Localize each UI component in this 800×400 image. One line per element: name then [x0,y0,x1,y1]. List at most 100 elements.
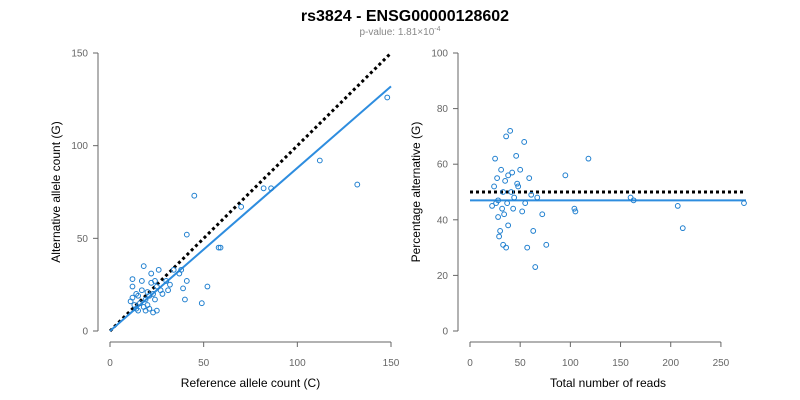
data-point [159,291,166,297]
subtitle-exponent: -4 [434,26,440,33]
data-point [152,296,158,303]
data-point [384,94,391,101]
data-point [498,166,505,173]
y-tick-label: 40 [437,215,449,226]
x-tick-label: 0 [107,358,113,369]
data-point [496,233,503,240]
data-point [191,192,198,199]
y-tick-label: 150 [71,49,88,60]
x-tick-label: 250 [713,358,730,369]
y-tick-label: 0 [442,327,448,338]
x-tick-label: 200 [662,358,679,369]
data-point [508,189,515,195]
data-point [514,180,521,187]
data-point [215,244,222,251]
data-point [503,133,510,140]
y-tick-label: 80 [437,104,449,115]
data-point [129,294,136,301]
data-point [500,241,507,248]
data-point [217,244,224,251]
data-point [572,208,579,215]
data-point [509,169,516,176]
data-point [495,197,502,204]
y-tick-label: 60 [437,160,449,171]
y-tick-label: 50 [77,234,89,245]
x-tick-label: 150 [383,358,400,369]
data-point [167,281,173,288]
data-point [679,225,686,232]
data-point [163,278,170,284]
data-point [129,276,136,283]
data-point [155,266,162,273]
data-point [497,228,504,234]
x-axis-label: Reference allele count (C) [181,376,320,390]
reference-line [108,51,393,333]
y-tick-label: 100 [71,141,88,152]
data-point [500,189,507,195]
data-point [507,127,514,134]
data-point [532,264,539,270]
scatter-panel-percentage: 0 50 100 150 200 250 0 20 40 60 80 100 Total number … [409,49,747,390]
y-tick-label: 100 [431,49,448,60]
data-point [492,155,498,162]
data-point [505,172,512,179]
data-point [539,211,546,218]
y-tick-label: 20 [437,271,449,282]
data-point [526,175,533,182]
data-point [630,197,637,204]
y-axis-label: Alternative allele count (G) [49,121,63,262]
data-point [503,244,510,251]
data-point [182,296,188,303]
data-point [142,296,149,303]
data-point [521,139,528,145]
data-point [204,283,211,290]
y-axis-label: Percentage alternative (G) [409,122,423,263]
x-tick-label: 0 [467,358,473,369]
x-tick-label: 150 [612,358,629,369]
data-point [524,244,531,251]
data-point [511,194,518,201]
x-tick-label: 50 [515,358,527,369]
data-point [674,203,681,209]
data-point [183,231,190,238]
data-point [129,283,136,290]
data-point [495,214,502,220]
data-point [153,283,160,290]
data-point [170,266,177,273]
fit-line [109,85,392,332]
data-point [515,183,522,190]
data-point [501,211,508,218]
data-point [140,263,147,270]
data-point [502,177,509,184]
data-point [178,266,185,273]
data-point [489,203,495,209]
data-point [152,278,158,284]
data-point [571,205,578,212]
data-point [585,155,592,162]
data-point [135,292,142,299]
x-tick-label: 100 [289,358,306,369]
chart-title: rs3824 - ENSG00000128602 [301,8,509,25]
data-point [517,166,524,173]
data-point [543,241,550,248]
x-axis-label: Total number of reads [550,376,666,390]
x-tick-label: 100 [562,358,579,369]
scatter-panel-counts: 0 50 100 150 0 50 100 150 Reference allele count… [49,49,400,391]
data-point [741,200,747,207]
data-point [153,307,160,314]
data-point [135,307,142,314]
data-point [491,183,497,190]
x-tick-label: 50 [198,358,210,369]
data-point [562,172,569,179]
data-point [268,185,275,192]
subtitle-pvalue: p-value: 1.81×10 [359,27,434,38]
chart-subtitle: p-value: 1.81×10-4 [359,26,440,38]
data-point [504,200,511,207]
data-point [505,222,512,229]
data-point [183,278,190,284]
data-point [522,200,529,207]
y-tick-label: 0 [82,327,88,338]
data-point [513,152,520,159]
data-point [180,285,186,292]
